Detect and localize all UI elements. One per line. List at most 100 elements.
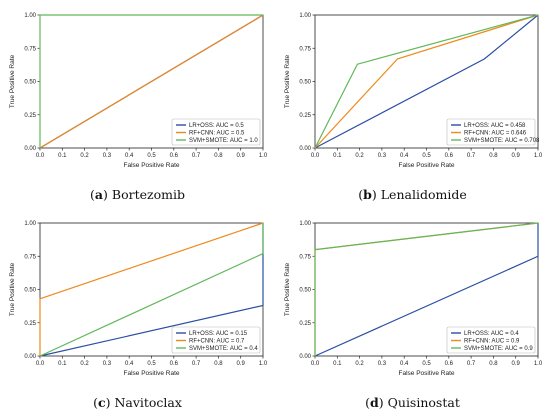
y-axis-label: True Positive Rate — [9, 263, 16, 317]
y-axis-label: True Positive Rate — [284, 55, 291, 109]
caption-text: Bortezomib — [111, 187, 185, 202]
x-tick-label: 0.3 — [378, 361, 387, 367]
x-tick-label: 0.6 — [170, 361, 179, 367]
x-tick-label: 0.5 — [422, 361, 431, 367]
roc-curve-lr — [314, 223, 539, 357]
y-axis-label: True Positive Rate — [9, 55, 16, 109]
y-tick-label: 1.00 — [24, 13, 36, 19]
legend: LR+OSS: AUC = 0.4 RF+CNN: AUC = 0.9SVM+SM… — [446, 326, 536, 354]
roc-curve-svm — [39, 223, 264, 357]
legend-label-rf: RF+CNN: AUC = 0.646 — [464, 131, 527, 137]
y-tick-label: 1.00 — [24, 221, 36, 227]
roc-chart-quisinostat: 0.0 0.1 0.2 0.3 0.4 0.5 0.6 0.7 0.8 0.9 1.0 0.00 0.2… — [284, 221, 543, 377]
x-tick-label: 0.2 — [80, 153, 89, 159]
roc-curve-rf — [39, 222, 264, 356]
y-tick-label: 0.25 — [24, 113, 36, 119]
y-tick-label: 0.50 — [299, 288, 311, 294]
y-tick-label: 0.75 — [299, 46, 311, 52]
roc-panel-navitoclax: 0.0 0.1 0.2 0.3 0.4 0.5 0.6 0.7 0.8 0.9 1.0 0.00 0.2… — [0, 208, 275, 416]
x-axis-label: False Positive Rate — [399, 162, 455, 169]
legend-label-svm: SVM+SMOTE: AUC = 0.708 — [464, 138, 540, 144]
x-tick-label: 0.3 — [378, 153, 387, 159]
x-tick-label: 0.3 — [103, 361, 112, 367]
legend-box — [446, 326, 536, 354]
x-tick-label: 0.7 — [467, 153, 476, 159]
x-tick-label: 0.8 — [489, 153, 498, 159]
roc-curve-svm — [39, 14, 263, 148]
x-tick-label: 0.6 — [445, 361, 454, 367]
x-tick-label: 0.0 — [36, 153, 45, 159]
caption-text: Lenalidomide — [380, 187, 467, 202]
x-tick-label: 1.0 — [534, 153, 543, 159]
x-tick-label: 0.8 — [214, 153, 223, 159]
legend-label-rf: RF+CNN: AUC = 0.7 — [189, 339, 245, 345]
caption-lenalidomide: (b) Lenalidomide — [358, 187, 467, 202]
y-tick-label: 0.75 — [299, 254, 311, 260]
x-tick-label: 0.7 — [192, 153, 201, 159]
caption-navitoclax: (c) Navitoclax — [93, 395, 182, 410]
legend-label-svm: SVM+SMOTE: AUC = 1.0 — [189, 138, 258, 144]
x-tick-label: 0.9 — [237, 153, 246, 159]
y-tick-label: 0.50 — [24, 80, 36, 86]
x-tick-label: 0.8 — [489, 361, 498, 367]
y-tick-label: 0.25 — [299, 321, 311, 327]
legend-label-svm: SVM+SMOTE: AUC = 0.4 — [189, 346, 258, 352]
x-tick-label: 0.8 — [214, 361, 223, 367]
y-tick-label: 1.00 — [299, 13, 311, 19]
panel-label: b — [363, 187, 372, 202]
legend-box — [171, 326, 261, 354]
x-tick-label: 0.5 — [147, 361, 156, 367]
legend-label-lr: LR+OSS: AUC = 0.15 — [189, 331, 248, 337]
y-tick-label: 0.00 — [299, 146, 311, 152]
x-tick-label: 1.0 — [259, 361, 268, 367]
x-tick-label: 0.2 — [355, 361, 364, 367]
x-tick-label: 0.1 — [58, 153, 67, 159]
x-tick-label: 0.5 — [422, 153, 431, 159]
legend-box — [171, 118, 261, 146]
roc-curve-svm — [314, 14, 539, 149]
legend: LR+OSS: AUC = 0.5 RF+CNN: AUC = 0.5SVM+SM… — [171, 118, 261, 146]
x-tick-label: 0.4 — [400, 361, 409, 367]
legend-label-rf: RF+CNN: AUC = 0.9 — [464, 339, 520, 345]
legend-box — [446, 118, 536, 146]
x-tick-label: 1.0 — [534, 361, 543, 367]
x-tick-label: 0.9 — [512, 153, 521, 159]
x-tick-label: 0.1 — [58, 361, 67, 367]
legend-label-rf: RF+CNN: AUC = 0.5 — [189, 131, 245, 137]
x-tick-label: 0.2 — [80, 361, 89, 367]
x-tick-label: 0.3 — [103, 153, 112, 159]
caption-quisinostat: (d) Quisinostat — [365, 395, 460, 410]
legend-label-lr: LR+OSS: AUC = 0.458 — [464, 123, 526, 129]
y-tick-label: 0.50 — [24, 288, 36, 294]
y-axis-label: True Positive Rate — [284, 263, 291, 317]
panel-label: a — [94, 187, 104, 202]
y-tick-label: 0.00 — [24, 146, 36, 152]
y-tick-label: 0.00 — [24, 354, 36, 360]
x-tick-label: 0.2 — [355, 153, 364, 159]
y-tick-label: 1.00 — [299, 221, 311, 227]
roc-chart-navitoclax: 0.0 0.1 0.2 0.3 0.4 0.5 0.6 0.7 0.8 0.9 1.0 0.00 0.2… — [9, 221, 268, 377]
y-tick-label: 0.25 — [24, 321, 36, 327]
caption-text: Navitoclax — [114, 395, 182, 410]
x-tick-label: 0.9 — [512, 361, 521, 367]
roc-chart-bortezomib: 0.0 0.1 0.2 0.3 0.4 0.5 0.6 0.7 0.8 0.9 1.0 0.00 0.2… — [9, 13, 268, 169]
x-tick-label: 0.4 — [125, 153, 134, 159]
x-axis-label: False Positive Rate — [399, 370, 455, 377]
x-tick-label: 0.7 — [192, 361, 201, 367]
roc-panel-lenalidomide: 0.0 0.1 0.2 0.3 0.4 0.5 0.6 0.7 0.8 0.9 1.0 0.00 0.2… — [275, 0, 550, 208]
x-tick-label: 0.0 — [311, 361, 320, 367]
legend: LR+OSS: AUC = 0.458 RF+CNN: AUC = 0.646SV… — [446, 118, 540, 146]
roc-panel-quisinostat: 0.0 0.1 0.2 0.3 0.4 0.5 0.6 0.7 0.8 0.9 1.0 0.00 0.2… — [275, 208, 550, 416]
roc-curve-svm — [314, 222, 539, 356]
x-tick-label: 0.4 — [400, 153, 409, 159]
legend: LR+OSS: AUC = 0.15 RF+CNN: AUC = 0.7SVM+S… — [171, 326, 261, 354]
y-tick-label: 0.75 — [24, 254, 36, 260]
roc-panel-bortezomib: 0.0 0.1 0.2 0.3 0.4 0.5 0.6 0.7 0.8 0.9 1.0 0.00 0.2… — [0, 0, 275, 208]
legend-label-svm: SVM+SMOTE: AUC = 0.9 — [464, 346, 533, 352]
x-tick-label: 0.1 — [333, 361, 342, 367]
caption-text: Quisinostat — [387, 395, 460, 410]
y-tick-label: 0.00 — [299, 354, 311, 360]
caption-bortezomib: (a) Bortezomib — [90, 187, 185, 202]
x-axis-label: False Positive Rate — [124, 162, 180, 169]
x-tick-label: 0.0 — [311, 153, 320, 159]
